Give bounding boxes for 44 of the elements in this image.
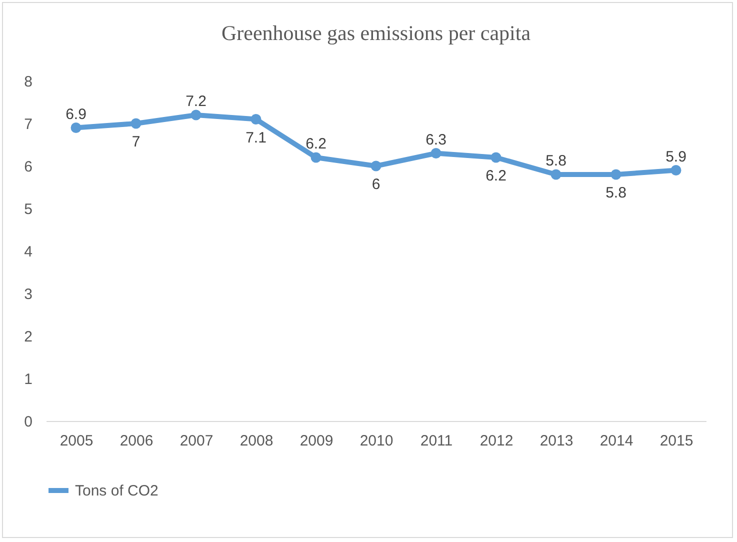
data-label: 7.2 <box>186 93 206 110</box>
point <box>670 165 682 176</box>
y-tick-label: 7 <box>24 116 32 133</box>
chart-title: Greenhouse gas emissions per capita <box>221 21 532 45</box>
data-label: 6.3 <box>426 131 446 148</box>
data-label: 5.9 <box>666 148 686 166</box>
data-label: 6.9 <box>66 106 86 123</box>
point <box>130 118 142 129</box>
y-tick-label: 2 <box>24 328 32 346</box>
point <box>490 152 502 163</box>
data-label: 6.2 <box>486 168 506 184</box>
x-tick-label: 2008 <box>240 432 274 450</box>
x-tick-label: 2007 <box>180 432 214 450</box>
y-tick-label: 5 <box>24 201 32 218</box>
data-label: 5.8 <box>546 152 566 170</box>
legend-label: Tons of CO2 <box>75 482 158 500</box>
data-label: 7.1 <box>246 129 266 146</box>
data-label: 7 <box>132 134 140 150</box>
y-tick-label: 3 <box>24 286 32 303</box>
x-tick-label: 2005 <box>60 432 94 450</box>
point <box>370 160 382 172</box>
y-tick-label: 6 <box>24 158 32 176</box>
point <box>70 122 82 133</box>
point <box>250 114 262 124</box>
point <box>310 152 322 163</box>
data-label: 5.8 <box>606 184 626 202</box>
x-tick-label: 2006 <box>120 432 154 450</box>
y-tick-label: 4 <box>24 244 32 260</box>
y-tick-label: 8 <box>24 74 32 90</box>
y-tick-label: 0 <box>24 414 32 430</box>
x-tick-label: 2015 <box>660 432 694 450</box>
point <box>610 169 622 180</box>
data-label: 6 <box>372 176 380 193</box>
y-tick-label: 1 <box>24 371 32 388</box>
point <box>550 169 562 180</box>
x-tick-label: 2011 <box>420 432 453 450</box>
point <box>190 110 202 120</box>
point <box>430 148 442 158</box>
x-tick-label: 2013 <box>540 432 574 450</box>
data-label: 6.2 <box>306 136 326 152</box>
x-tick-label: 2012 <box>480 432 514 450</box>
x-tick-label: 2009 <box>300 432 334 450</box>
x-tick-label: 2014 <box>600 432 634 450</box>
x-tick-label: 2010 <box>360 432 394 450</box>
